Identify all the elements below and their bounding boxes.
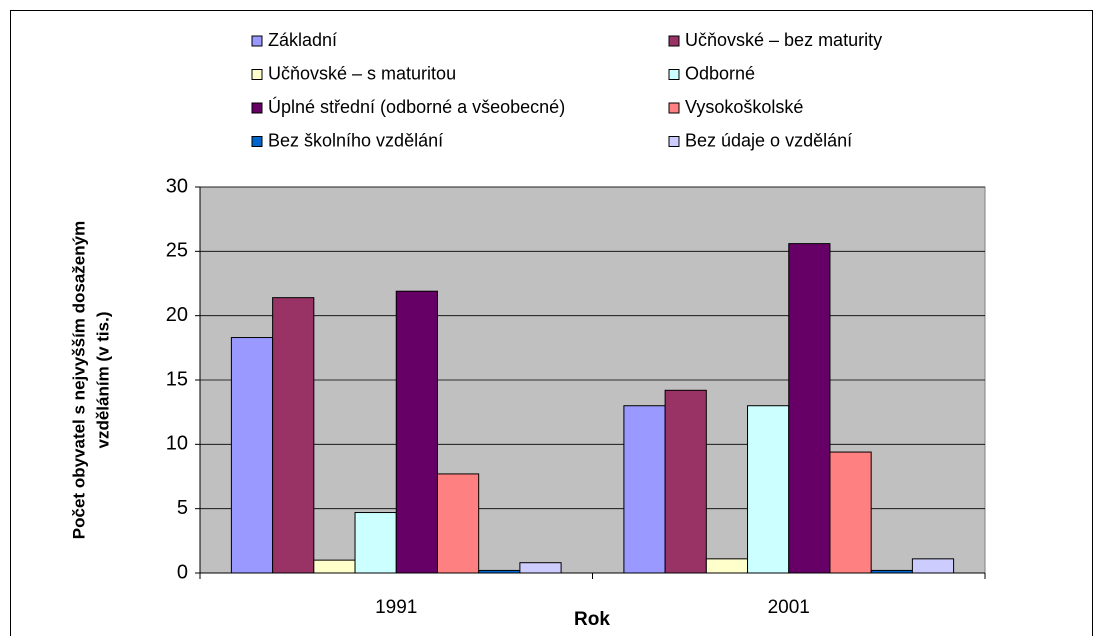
legend-label: Odborné — [685, 63, 755, 83]
legend-label: Vysokoškolské — [685, 97, 803, 117]
bar — [664, 389, 707, 574]
legend-label: Úplné střední (odborné a všeobecné) — [268, 96, 565, 117]
bar — [519, 562, 562, 574]
legend-swatch — [668, 136, 680, 147]
legend-swatch — [251, 102, 263, 114]
bar — [436, 473, 480, 574]
y-tick-label: 25 — [166, 240, 188, 262]
bar — [230, 337, 274, 574]
y-tick-label: 15 — [166, 368, 188, 390]
x-axis-title: Rok — [574, 609, 610, 630]
legend-swatch — [668, 102, 680, 114]
x-tick-label: 2001 — [768, 597, 810, 618]
y-tick-label: 10 — [166, 433, 188, 455]
bar — [911, 558, 955, 574]
legend-label: Základní — [268, 30, 337, 50]
bar — [395, 290, 438, 574]
legend-swatch — [668, 69, 680, 80]
bar — [313, 559, 356, 574]
y-axis-title: Počet obyvatel s nejvyšším dosaženým vzd… — [69, 221, 112, 539]
legend-swatch — [251, 35, 263, 47]
bar — [354, 512, 397, 574]
legend-label: Bez školního vzdělání — [268, 130, 443, 150]
legend-label: Bez údaje o vzdělání — [685, 130, 852, 150]
legend-label: Učňovské – bez maturity — [685, 30, 882, 50]
bar — [623, 405, 666, 574]
bar — [705, 558, 749, 574]
y-axis-title-line: Počet obyvatel s nejvyšším dosaženým — [69, 221, 88, 539]
y-tick-label: 20 — [166, 304, 188, 326]
y-axis-title-line: vzděláním (v tis.) — [93, 312, 112, 449]
y-tick-label: 5 — [177, 497, 188, 519]
bar — [829, 451, 872, 574]
bar — [272, 297, 315, 574]
legend-label: Učňovské – s maturitou — [268, 63, 456, 83]
bar — [788, 243, 831, 574]
y-tick-label: 30 — [166, 175, 188, 197]
legend-swatch — [251, 136, 263, 147]
bar — [747, 405, 790, 574]
legend-swatch — [251, 69, 263, 80]
legend-swatch — [668, 35, 680, 47]
x-tick-label: 1991 — [375, 597, 417, 618]
y-tick-label: 0 — [177, 561, 188, 583]
